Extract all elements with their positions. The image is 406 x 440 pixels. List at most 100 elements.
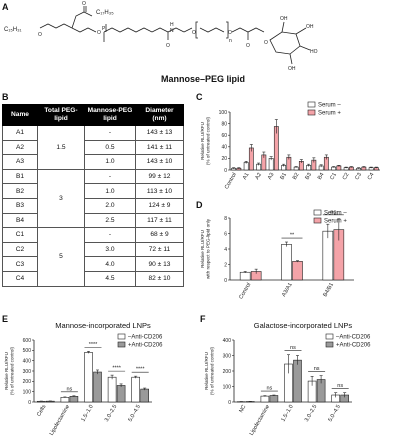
legend-swatch xyxy=(313,209,322,216)
y-tick-label: 100 xyxy=(23,389,32,395)
significance-label: **** xyxy=(136,367,145,373)
x-tick-label: A1 xyxy=(242,172,251,181)
y-axis-label-line: (% of untreated control) xyxy=(206,117,211,165)
formulation-table: Name Total PEG-lipid Mannose-PEG lipid D… xyxy=(2,104,184,287)
atom-p: P xyxy=(102,26,106,32)
table-cell-mannose: 4.5 xyxy=(84,270,136,287)
y-tick-label: 0 xyxy=(228,400,231,406)
table-cell-mannose: 0.5 xyxy=(84,139,136,156)
y-axis-label-line: with respect to PEG-lipid only xyxy=(206,218,211,279)
bar-e xyxy=(140,388,149,403)
bar-e xyxy=(69,396,79,403)
significance-label: **** xyxy=(89,342,98,348)
y-tick-label: 300 xyxy=(223,353,232,359)
table-row: B3 2.0 124 ± 9 xyxy=(2,197,184,214)
table-row: B1 3-99 ± 12 xyxy=(2,168,184,229)
table-header-total: Total PEG-lipid xyxy=(37,104,85,126)
table-cell-name: A3 xyxy=(2,154,38,170)
x-tick-label: Control xyxy=(224,172,238,190)
bar-f xyxy=(269,395,279,403)
panel-label-c: C xyxy=(196,92,203,102)
table-cell-name: B3 xyxy=(2,197,38,214)
chart-title: Mannose-incorporated LNPs xyxy=(55,321,151,330)
legend-swatch xyxy=(325,333,334,340)
bar-d xyxy=(239,271,251,281)
table-cell-diameter: 117 ± 11 xyxy=(135,212,184,229)
table-cell-mannose: - xyxy=(84,168,136,185)
table-cell-mannose: 3.0 xyxy=(84,241,136,258)
bar-f xyxy=(293,359,302,403)
table-cell-diameter: 143 ± 13 xyxy=(135,125,184,141)
legend-swatch xyxy=(307,101,316,108)
table-cell-name: B1 xyxy=(2,168,38,185)
table-cell-diameter: 99 ± 12 xyxy=(135,168,184,185)
bar-e xyxy=(116,385,126,403)
x-tick-label: B1 xyxy=(279,172,288,181)
table-body: A1 1.5-143 ± 13 A2 0.5 141 ± 11 A3 1.0 143 ± … xyxy=(2,125,184,287)
legend-label: –Anti-CD206 xyxy=(336,335,371,341)
table-cell-diameter: 113 ± 10 xyxy=(135,183,184,199)
y-tick-label: 0 xyxy=(28,400,31,406)
table-row: B2 1.0 113 ± 10 xyxy=(2,183,184,199)
table-cell-total: 3 xyxy=(37,168,85,229)
table-cell-diameter: 82 ± 10 xyxy=(135,270,184,287)
y-tick-label: 80 xyxy=(221,121,227,127)
y-tick-label: 60 xyxy=(221,133,227,139)
table-cell-mannose: - xyxy=(84,227,136,243)
x-tick-label: C3 xyxy=(354,172,363,181)
y-axis-label: Relative RLU/RFU(% of untreated control) xyxy=(200,117,211,165)
atom-h: H xyxy=(170,22,174,28)
chart-title: Galactose-incorporated LNPs xyxy=(254,321,353,330)
bar-e xyxy=(107,376,117,403)
y-tick-label: 2 xyxy=(224,262,227,268)
acyl-chain-2-label: C₁₇H₃₅ xyxy=(96,10,114,16)
bar-d xyxy=(292,261,303,281)
panel-label-d: D xyxy=(196,200,203,210)
table-cell-mannose: 4.0 xyxy=(84,256,136,272)
y-tick-label: 400 xyxy=(223,338,232,344)
table-row: A2 0.5 141 ± 11 xyxy=(2,139,184,156)
atom-oh-2: OH xyxy=(306,24,314,30)
x-tick-label: B4 xyxy=(317,172,326,181)
y-axis-label-line: (% of untreated control) xyxy=(10,347,15,395)
table-row: C1 5-68 ± 9 xyxy=(2,227,184,287)
legend-swatch xyxy=(313,217,322,224)
table-cell-name: B2 xyxy=(2,183,38,199)
legend-label: Serum – xyxy=(324,211,347,217)
y-tick-label: 8 xyxy=(224,216,227,222)
table-header-name: Name xyxy=(2,104,38,126)
table-cell-mannose: 2.0 xyxy=(84,197,136,214)
chart-e-mannose-lnps: Mannose-incorporated LNPs 0 100 200 300 400 50… xyxy=(4,321,163,437)
table-cell-total: 1.5 xyxy=(37,125,85,170)
x-tick-label: 1.5–1.0 xyxy=(280,404,294,423)
table-header-diameter: Diameter (nm) xyxy=(135,104,184,126)
table-cell-mannose: 1.0 xyxy=(84,154,136,170)
legend-swatch xyxy=(117,341,126,348)
panel-label-a: A xyxy=(2,2,9,12)
table-row: A1 1.5-143 ± 13 xyxy=(2,125,184,170)
table-row: C3 4.0 90 ± 13 xyxy=(2,256,184,272)
significance-label: ns xyxy=(337,383,343,389)
atom-o-1: O xyxy=(82,1,86,7)
x-tick-label: Control xyxy=(238,282,252,300)
table-cell-mannose: - xyxy=(84,125,136,141)
bar-d xyxy=(281,244,292,281)
x-tick-label: C1 xyxy=(329,172,338,181)
legend-swatch xyxy=(325,341,334,348)
bar-e xyxy=(84,352,93,403)
y-axis-label-line: Relative RLU/RFU xyxy=(200,230,205,268)
table-row: B4 2.5 117 ± 11 xyxy=(2,212,184,229)
y-tick-label: 200 xyxy=(223,369,232,375)
table-cell-name: C2 xyxy=(2,241,38,258)
legend-label: Serum + xyxy=(324,219,347,225)
x-tick-label: A3/A1 xyxy=(281,282,294,298)
structure-caption: Mannose–PEG lipid xyxy=(161,74,245,84)
bar-d xyxy=(322,230,334,281)
atom-o-7: O xyxy=(246,43,250,49)
table-cell-mannose: 1.0 xyxy=(84,183,136,199)
significance-label: ns xyxy=(290,345,296,351)
table-cell-name: C3 xyxy=(2,256,38,272)
x-tick-label: NC xyxy=(238,404,247,414)
legend-label: Serum + xyxy=(318,111,341,117)
table-row: C2 3.0 72 ± 11 xyxy=(2,241,184,258)
